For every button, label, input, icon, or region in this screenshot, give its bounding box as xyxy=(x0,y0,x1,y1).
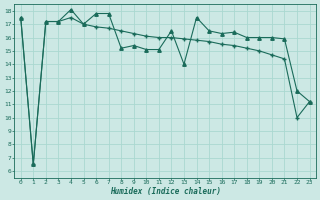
X-axis label: Humidex (Indice chaleur): Humidex (Indice chaleur) xyxy=(110,187,220,196)
